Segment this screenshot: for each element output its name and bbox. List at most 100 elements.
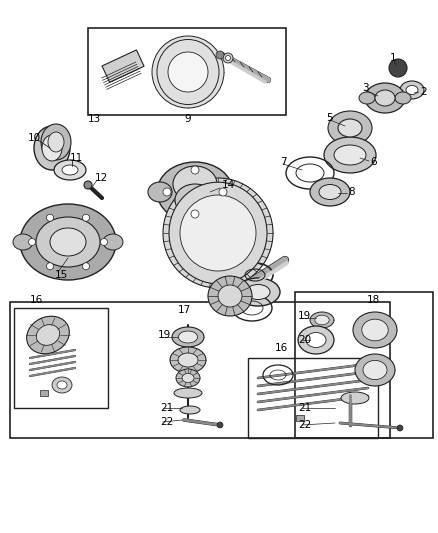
- Bar: [296, 415, 304, 421]
- Text: 15: 15: [55, 270, 68, 280]
- Ellipse shape: [178, 331, 198, 343]
- Ellipse shape: [324, 137, 376, 173]
- Bar: [295, 292, 433, 438]
- Text: 5: 5: [326, 113, 332, 123]
- Ellipse shape: [176, 369, 200, 387]
- Text: 8: 8: [348, 187, 355, 197]
- Ellipse shape: [365, 83, 405, 113]
- Ellipse shape: [359, 92, 375, 104]
- Text: 7: 7: [280, 157, 286, 167]
- Ellipse shape: [57, 381, 67, 389]
- Text: 19: 19: [158, 330, 171, 340]
- Ellipse shape: [13, 234, 33, 250]
- Text: 20: 20: [298, 335, 311, 345]
- Circle shape: [46, 214, 53, 221]
- Ellipse shape: [180, 406, 200, 414]
- Ellipse shape: [168, 52, 208, 92]
- Text: 11: 11: [70, 153, 83, 163]
- Circle shape: [28, 238, 35, 246]
- Bar: [14, 308, 108, 408]
- Ellipse shape: [152, 36, 224, 108]
- Ellipse shape: [338, 119, 362, 137]
- Ellipse shape: [400, 81, 424, 99]
- Text: 22: 22: [160, 417, 173, 427]
- Ellipse shape: [170, 347, 206, 373]
- Ellipse shape: [103, 234, 123, 250]
- Ellipse shape: [172, 327, 204, 347]
- Ellipse shape: [27, 316, 69, 354]
- Ellipse shape: [315, 315, 329, 325]
- Text: 2: 2: [420, 87, 427, 97]
- Circle shape: [82, 214, 89, 221]
- Ellipse shape: [20, 204, 116, 280]
- Text: 10: 10: [28, 133, 41, 143]
- Bar: [248, 358, 378, 438]
- Text: 19: 19: [298, 311, 311, 321]
- Circle shape: [191, 210, 199, 218]
- Text: 12: 12: [95, 173, 108, 183]
- Ellipse shape: [36, 217, 100, 267]
- Ellipse shape: [41, 124, 71, 160]
- Ellipse shape: [178, 353, 198, 367]
- Ellipse shape: [84, 181, 92, 189]
- Circle shape: [191, 166, 199, 174]
- Ellipse shape: [406, 85, 418, 94]
- Ellipse shape: [334, 145, 366, 165]
- Text: 3: 3: [362, 83, 369, 93]
- Text: 21: 21: [160, 403, 173, 413]
- Ellipse shape: [208, 276, 252, 316]
- Ellipse shape: [36, 325, 60, 345]
- Ellipse shape: [217, 422, 223, 428]
- Bar: [102, 50, 144, 82]
- Ellipse shape: [355, 354, 395, 386]
- Ellipse shape: [42, 135, 62, 161]
- Text: 18: 18: [367, 295, 380, 305]
- Text: 16: 16: [275, 343, 288, 353]
- Ellipse shape: [310, 312, 334, 328]
- Ellipse shape: [62, 165, 78, 175]
- Bar: [88, 28, 286, 115]
- Text: 17: 17: [178, 305, 191, 315]
- Circle shape: [389, 59, 407, 77]
- Ellipse shape: [310, 178, 350, 206]
- Ellipse shape: [169, 182, 267, 284]
- Ellipse shape: [216, 51, 224, 59]
- Ellipse shape: [48, 132, 64, 152]
- Ellipse shape: [34, 126, 70, 170]
- Ellipse shape: [173, 166, 217, 202]
- Ellipse shape: [157, 162, 233, 222]
- Ellipse shape: [182, 374, 194, 383]
- Ellipse shape: [328, 111, 372, 145]
- Text: 16: 16: [30, 295, 43, 305]
- Text: 13: 13: [88, 114, 101, 124]
- Ellipse shape: [226, 55, 230, 61]
- Circle shape: [219, 188, 227, 196]
- Ellipse shape: [218, 285, 242, 307]
- Ellipse shape: [157, 39, 219, 104]
- Ellipse shape: [375, 90, 395, 106]
- Text: 14: 14: [222, 180, 235, 190]
- Ellipse shape: [363, 360, 387, 379]
- Text: 1: 1: [390, 53, 397, 63]
- Ellipse shape: [163, 178, 273, 288]
- Circle shape: [163, 188, 171, 196]
- Ellipse shape: [174, 388, 202, 398]
- Ellipse shape: [54, 160, 86, 180]
- Bar: [40, 390, 48, 396]
- Circle shape: [82, 263, 89, 270]
- Ellipse shape: [306, 333, 326, 348]
- Ellipse shape: [319, 184, 341, 199]
- Text: 9: 9: [185, 114, 191, 124]
- Ellipse shape: [50, 228, 86, 256]
- Text: 6: 6: [370, 157, 377, 167]
- Ellipse shape: [218, 182, 242, 202]
- Text: 22: 22: [298, 420, 311, 430]
- Ellipse shape: [236, 278, 280, 306]
- Circle shape: [46, 263, 53, 270]
- Ellipse shape: [362, 319, 388, 341]
- Ellipse shape: [395, 92, 411, 104]
- Ellipse shape: [148, 182, 172, 202]
- Ellipse shape: [298, 326, 334, 354]
- Ellipse shape: [341, 392, 369, 404]
- Ellipse shape: [397, 425, 403, 431]
